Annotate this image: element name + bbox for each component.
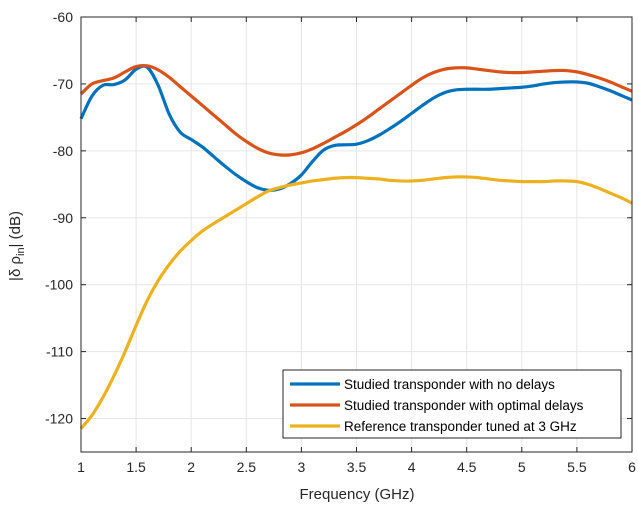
x-tick-label: 2.5 (237, 459, 257, 475)
series-line-reference (79, 175, 633, 430)
x-tick-label: 6 (628, 459, 636, 475)
y-tick-label: -90 (53, 210, 73, 226)
y-tick-label: -70 (53, 76, 73, 92)
y-axis-title-suffix: | (dB) (7, 211, 24, 247)
y-axis-title-subscript: in (15, 247, 27, 256)
x-tick-label: 2 (187, 459, 195, 475)
y-tick-label: -60 (53, 9, 73, 25)
series-layer (79, 63, 633, 430)
y-axis-title-prefix: |δ ρ (7, 256, 24, 281)
y-tick-label: -120 (45, 411, 73, 427)
y-tick-label: -100 (45, 277, 73, 293)
y-axis-title: |δ ρin| (dB) (7, 211, 27, 281)
series-line-no-delays (79, 64, 633, 192)
y-tick-labels: -120 -110 -100 -90 -80 -70 -60 (45, 9, 73, 427)
y-tick-label: -80 (53, 143, 73, 159)
x-tick-label: 5.5 (567, 459, 587, 475)
x-tick-labels: 1 1.5 2 2.5 3 3.5 4 4.5 5 5.5 6 (77, 459, 636, 475)
x-tick-label: 4 (408, 459, 416, 475)
x-tick-label: 1 (77, 459, 85, 475)
legend-label-no-delays: Studied transponder with no delays (344, 377, 555, 392)
legend-label-reference: Reference transponder tuned at 3 GHz (344, 419, 577, 434)
x-tick-label: 3 (298, 459, 306, 475)
y-tick-label: -110 (46, 344, 73, 360)
series-line-optimal-delays (79, 63, 633, 157)
legend-label-optimal-delays: Studied transponder with optimal delays (344, 398, 584, 413)
legend: Studied transponder with no delays Studi… (282, 369, 622, 439)
x-tick-label: 3.5 (347, 459, 367, 475)
x-tick-label: 5 (518, 459, 526, 475)
x-tick-label: 1.5 (126, 459, 146, 475)
x-axis-title: Frequency (GHz) (299, 486, 414, 503)
tick-marks (80, 16, 633, 452)
x-tick-label: 4.5 (457, 459, 477, 475)
